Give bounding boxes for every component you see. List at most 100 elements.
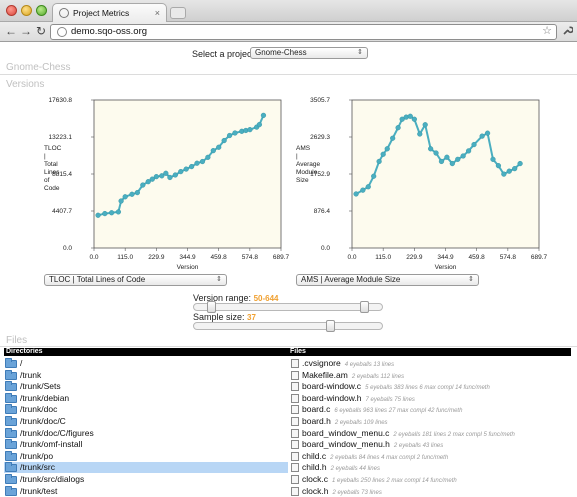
data-point bbox=[95, 212, 101, 218]
file-item[interactable]: child.c 2 eyeballs 84 lines 4 max compl 2… bbox=[290, 451, 577, 462]
directory-item[interactable]: /trunk/omf-install bbox=[4, 439, 288, 450]
directory-name: /trunk/doc bbox=[20, 404, 58, 415]
file-item[interactable]: board-window.h 7 eyeballs 75 lines bbox=[290, 393, 577, 404]
reload-icon[interactable]: ↻ bbox=[35, 24, 47, 38]
y-tick-label: 3505.7 bbox=[310, 97, 330, 104]
file-name: board-window.h bbox=[302, 392, 362, 403]
back-arrow-icon[interactable]: ← bbox=[5, 24, 17, 38]
file-icon bbox=[291, 393, 299, 403]
file-item[interactable]: clock.c 1 eyeballs 250 lines 2 max compl … bbox=[290, 474, 577, 485]
data-point bbox=[115, 209, 122, 215]
sample-size-value: 37 bbox=[247, 313, 256, 322]
data-point bbox=[260, 112, 267, 118]
file-item[interactable]: .cvsignore 4 eyeballs 13 lines bbox=[290, 358, 577, 369]
data-point bbox=[118, 198, 124, 204]
file-item[interactable]: Makefile.am 2 eyeballs 112 lines bbox=[290, 370, 577, 381]
data-point bbox=[407, 113, 413, 119]
data-point bbox=[422, 122, 428, 128]
version-range-slider[interactable] bbox=[193, 301, 383, 313]
wrench-menu-icon[interactable] bbox=[562, 25, 574, 39]
data-point bbox=[490, 156, 496, 162]
directory-item[interactable]: /trunk/Sets bbox=[4, 381, 288, 392]
maximize-window-button[interactable] bbox=[36, 5, 47, 16]
range-start-handle[interactable] bbox=[206, 301, 216, 313]
forward-arrow-icon[interactable]: → bbox=[20, 24, 32, 38]
data-point bbox=[189, 163, 195, 170]
browser-tab[interactable]: Project Metrics × bbox=[52, 3, 167, 22]
file-stats: 1 eyeballs 250 lines 2 max compl 14 func… bbox=[331, 478, 457, 484]
file-name: board-window.c bbox=[302, 381, 362, 392]
data-point bbox=[479, 133, 485, 139]
directory-item[interactable]: / bbox=[4, 358, 288, 369]
file-icon bbox=[291, 428, 299, 438]
data-point bbox=[428, 146, 434, 152]
folder-icon bbox=[5, 474, 17, 484]
data-point bbox=[205, 154, 211, 160]
close-window-button[interactable] bbox=[6, 5, 17, 16]
data-point bbox=[455, 156, 461, 162]
x-tick-label: 574.8 bbox=[500, 254, 517, 261]
project-select[interactable]: Gnome-Chess ⇕ bbox=[250, 47, 368, 59]
right-metric-select[interactable]: AMS | Average Module Size ⇕ bbox=[296, 274, 479, 286]
files-header: Files bbox=[288, 348, 571, 356]
data-point bbox=[365, 184, 371, 190]
left-metric-select[interactable]: TLOC | Total Lines of Code ⇕ bbox=[44, 274, 227, 286]
directory-item[interactable]: /trunk/src bbox=[4, 462, 288, 474]
ams-chart: 0.0 876.4 1752.9 2629.3 3505.7 0.0 115.0 229.9 3… bbox=[296, 97, 548, 271]
directory-name: /trunk/po bbox=[20, 450, 54, 461]
x-tick-label: 344.9 bbox=[179, 254, 196, 261]
x-tick-label: 0.0 bbox=[347, 254, 356, 261]
version-range-value: 50-644 bbox=[253, 294, 279, 303]
file-item[interactable]: board.h 2 eyeballs 109 lines bbox=[290, 416, 577, 427]
bookmark-star-icon[interactable]: ☆ bbox=[542, 25, 552, 37]
tab-close-icon[interactable]: × bbox=[154, 8, 160, 18]
directory-name: /trunk/omf-install bbox=[20, 439, 83, 450]
select-project-label: Select a project bbox=[192, 49, 255, 59]
file-icon bbox=[291, 451, 299, 461]
file-item[interactable]: board_window_menu.h 2 eyeballs 43 lines bbox=[290, 439, 577, 450]
data-point bbox=[247, 127, 253, 133]
y-tick-label: 8815.4 bbox=[52, 171, 72, 178]
directory-item[interactable]: /trunk bbox=[4, 369, 288, 381]
file-icon bbox=[291, 463, 299, 473]
directory-item[interactable]: /trunk/doc bbox=[4, 404, 288, 415]
data-point bbox=[506, 168, 512, 174]
data-point bbox=[199, 158, 206, 165]
folder-icon bbox=[5, 404, 17, 415]
x-tick-label: 574.8 bbox=[242, 254, 259, 261]
minimize-window-button[interactable] bbox=[21, 5, 32, 16]
address-bar[interactable]: demo.sqo-oss.org ☆ bbox=[50, 24, 557, 40]
y-tick-label: 2629.3 bbox=[310, 134, 330, 141]
directory-item[interactable]: /trunk/test bbox=[4, 485, 288, 497]
file-item[interactable]: board.c 6 eyeballs 963 lines 27 max compl… bbox=[290, 404, 577, 415]
new-tab-button[interactable] bbox=[170, 7, 186, 19]
sample-size-slider[interactable] bbox=[193, 320, 383, 332]
divider bbox=[0, 74, 577, 75]
directory-name: /trunk/test bbox=[20, 485, 58, 496]
data-point bbox=[102, 210, 108, 217]
data-point bbox=[384, 146, 390, 152]
file-name: Makefile.am bbox=[302, 369, 348, 380]
select-arrows-icon: ⇕ bbox=[357, 49, 363, 56]
file-stats: 2 eyeballs 84 lines 4 max compl 2 func/m… bbox=[330, 454, 449, 461]
range-end-handle[interactable] bbox=[360, 301, 370, 313]
sample-size-handle[interactable] bbox=[326, 320, 336, 332]
data-point bbox=[153, 174, 159, 180]
y-tick-label: 0.0 bbox=[63, 245, 72, 252]
directory-item[interactable]: /trunk/src/dialogs bbox=[4, 474, 288, 485]
directory-item[interactable]: /trunk/doc/C bbox=[4, 416, 288, 427]
data-point bbox=[449, 160, 455, 167]
directory-name: / bbox=[20, 358, 23, 368]
directory-item[interactable]: /trunk/po bbox=[4, 450, 288, 462]
file-item[interactable]: board_window_menu.c 2 eyeballs 181 lines … bbox=[290, 428, 577, 439]
data-point bbox=[471, 141, 477, 148]
data-point bbox=[501, 171, 507, 177]
file-icon bbox=[291, 382, 299, 392]
file-item[interactable]: child.h 2 eyeballs 44 lines bbox=[290, 462, 577, 473]
directory-name: /trunk/src/dialogs bbox=[20, 474, 85, 484]
file-item[interactable]: board-window.c 5 eyeballs 383 lines 6 max… bbox=[290, 381, 577, 392]
directory-item[interactable]: /trunk/debian bbox=[4, 392, 288, 404]
file-item[interactable]: clock.h 2 eyeballs 73 lines bbox=[290, 486, 577, 497]
directory-item[interactable]: /trunk/doc/C/figures bbox=[4, 427, 288, 439]
globe-icon bbox=[57, 27, 67, 37]
